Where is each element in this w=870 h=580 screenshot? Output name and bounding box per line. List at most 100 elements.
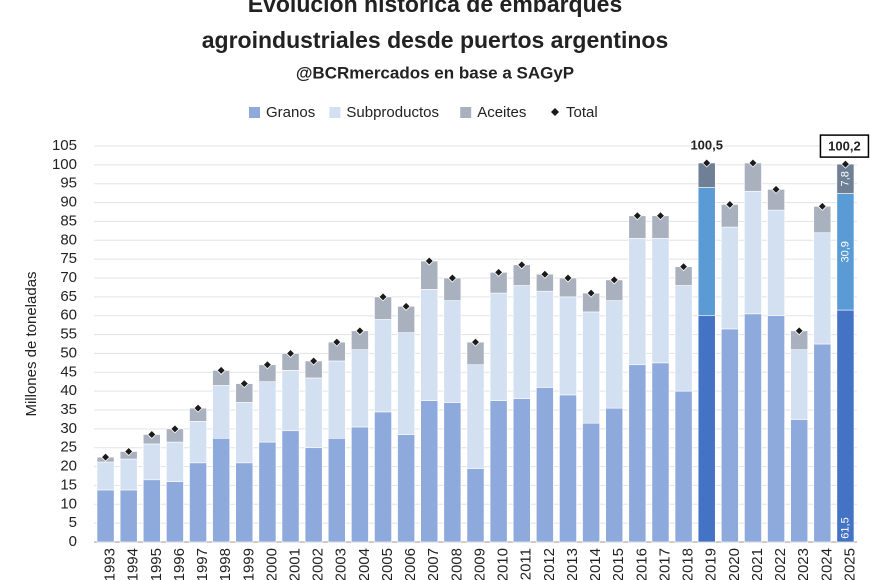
x-tick-label: 2009 (471, 548, 488, 580)
total-marker (771, 184, 781, 194)
bar-segment (767, 315, 785, 543)
bar-segment (119, 458, 138, 491)
x-tick-label: 1999 (240, 548, 257, 580)
total-marker (332, 337, 342, 347)
label-box (819, 134, 870, 158)
bar-segment (651, 238, 670, 364)
bar-segment (351, 349, 369, 428)
total-marker (748, 158, 758, 168)
segment-label: 61,5 (839, 517, 851, 538)
y-tick-label: 25 (60, 439, 77, 456)
bar-segment (813, 232, 832, 345)
x-tick-label: 2013 (564, 548, 581, 580)
legend-label: Aceites (477, 104, 526, 121)
y-tick-label: 35 (60, 401, 77, 418)
bar-segment (96, 461, 115, 491)
bar-segment (674, 390, 693, 543)
total-marker (586, 288, 596, 298)
legend-swatch (329, 107, 341, 118)
bar-segment (536, 387, 554, 543)
total-marker (517, 260, 527, 270)
total-marker (309, 356, 319, 366)
segment-label: 7,8 (839, 171, 851, 186)
total-marker (470, 337, 481, 347)
total-marker (170, 424, 180, 434)
bar-segment (489, 292, 508, 401)
bar-segment (489, 400, 508, 543)
x-tick-label: 2017 (656, 548, 673, 580)
bar-segment (836, 309, 855, 543)
bar-segment (351, 426, 369, 543)
bar-segment (374, 411, 392, 543)
total-marker (817, 201, 827, 211)
y-tick-label: 40 (60, 382, 77, 399)
x-tick-label: 2025 (841, 548, 858, 580)
x-tick-label: 1997 (194, 548, 211, 580)
bar-segment (397, 434, 415, 543)
y-tick-label: 70 (60, 269, 77, 286)
legend-swatch (249, 107, 260, 118)
y-axis-label: Millones de toneladas (23, 271, 40, 416)
bar-segment (536, 290, 554, 388)
bar-segment (697, 187, 716, 317)
y-tick-label: 60 (60, 307, 77, 324)
bar-segment (651, 362, 670, 543)
x-tick-label: 2005 (379, 548, 396, 580)
x-tick-label: 1998 (217, 548, 234, 580)
total-marker (563, 273, 573, 283)
x-tick-label: 2015 (610, 548, 627, 580)
x-tick-label: 2006 (402, 548, 419, 580)
bar-segment (235, 402, 254, 464)
bar-segment (720, 226, 739, 330)
bar-segment (628, 364, 647, 543)
bar-segment (512, 285, 531, 399)
bar-segment (420, 289, 439, 401)
chart-title: agroindustriales desde puertos argentino… (202, 27, 669, 53)
y-tick-label: 10 (60, 495, 77, 512)
bar-segment (744, 190, 762, 315)
y-tick-label: 65 (60, 288, 77, 305)
legend-swatch (460, 107, 472, 118)
x-tick-label: 2007 (425, 548, 442, 580)
bar-segment (281, 370, 300, 432)
bar-segment (697, 315, 716, 543)
bar-segment (443, 402, 462, 543)
total-marker (216, 365, 226, 375)
bar-segment (443, 300, 462, 403)
total-marker (262, 360, 272, 370)
x-tick-label: 1995 (148, 548, 165, 580)
x-tick-label: 2008 (448, 548, 465, 580)
y-tick-label: 85 (60, 212, 77, 229)
total-marker (124, 446, 134, 457)
x-tick-label: 2016 (633, 548, 650, 580)
bar-segment (96, 489, 115, 543)
bar-segment (790, 349, 809, 420)
total-marker (147, 429, 157, 440)
legend-label: Total (566, 104, 598, 121)
y-tick-label: 15 (60, 476, 77, 493)
y-tick-label: 100 (52, 156, 77, 173)
bar-segment (720, 328, 739, 543)
total-marker (702, 158, 712, 168)
legend-marker (551, 108, 559, 116)
x-tick-label: 2019 (703, 548, 720, 580)
total-marker (401, 301, 411, 311)
bar-segment (166, 441, 184, 482)
legend-label: Granos (266, 104, 315, 121)
x-tick-label: 2004 (356, 548, 373, 580)
bar-segment (374, 319, 392, 413)
x-tick-label: 2003 (333, 548, 350, 580)
bar-segment (582, 422, 600, 543)
total-marker (840, 159, 851, 169)
bar-segment (605, 407, 624, 543)
bar-segment (212, 385, 231, 439)
x-tick-label: 2001 (286, 548, 303, 580)
bar-segment (189, 462, 207, 543)
bar-segment (304, 447, 323, 543)
bar-segment (258, 381, 277, 443)
y-tick-label: 75 (60, 250, 77, 267)
bar-segment (512, 398, 531, 543)
bar-segment (327, 437, 346, 543)
total-marker (355, 326, 365, 336)
total-marker (679, 262, 689, 272)
